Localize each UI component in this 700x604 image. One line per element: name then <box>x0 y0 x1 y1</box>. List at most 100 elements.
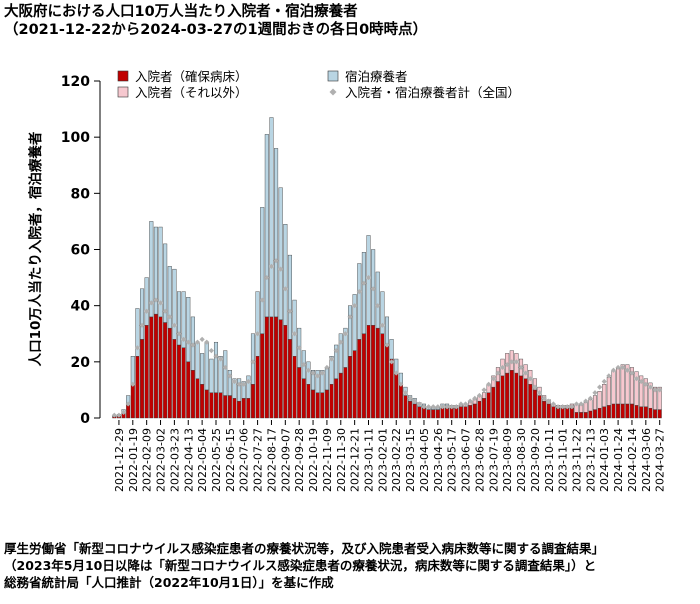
point <box>523 370 529 376</box>
point <box>462 401 469 407</box>
point <box>449 404 455 410</box>
bar-segment <box>227 370 232 396</box>
bar-segment <box>648 407 653 419</box>
bar-segment <box>204 341 209 391</box>
chart-subtitle: （2021-12-22から2024-03-27の1週間おきの各日0時時点） <box>4 20 427 38</box>
point <box>444 404 450 410</box>
bar-segment <box>486 392 491 419</box>
bar-segment <box>384 344 390 419</box>
point <box>365 274 372 281</box>
x-tick-label: 2023-03-15 <box>404 428 417 492</box>
bar-segment <box>246 398 251 419</box>
point <box>222 364 228 371</box>
point <box>176 331 182 337</box>
x-tick-label: 2023-10-11 <box>543 428 556 492</box>
point <box>245 378 251 385</box>
bar-segment <box>602 384 607 407</box>
bar-segment <box>269 117 274 318</box>
bar-segment <box>274 148 279 318</box>
bar-segment <box>537 395 542 419</box>
bar-segment <box>227 395 232 419</box>
bar-segment <box>149 316 154 419</box>
bar-segment <box>620 364 625 405</box>
point <box>620 364 626 371</box>
point <box>425 404 432 410</box>
point <box>657 387 663 393</box>
bar-segment <box>167 327 172 419</box>
x-tick-label: 2023-11-01 <box>557 428 570 492</box>
bar-segment <box>172 268 177 340</box>
bar-segment <box>324 367 329 391</box>
point <box>268 263 275 269</box>
point <box>569 404 575 410</box>
bar-segment <box>218 392 223 419</box>
bar-segment <box>140 339 145 419</box>
x-tick-label: 2024-01-24 <box>612 428 625 492</box>
bar-segment <box>412 403 417 419</box>
x-tick-label: 2022-11-30 <box>335 428 348 492</box>
bar-segment <box>352 294 357 351</box>
bar-segment <box>237 400 242 419</box>
bar-segment <box>181 291 186 348</box>
bar-segment <box>639 375 644 407</box>
x-tick-label: 2023-06-28 <box>473 428 486 492</box>
bar-segment <box>177 344 182 419</box>
point <box>407 395 413 401</box>
point <box>560 404 566 410</box>
bar-segment <box>380 333 385 419</box>
point <box>278 266 284 272</box>
y-tick-label: 40 <box>71 299 91 315</box>
bar-segment <box>153 226 158 315</box>
bar-segment <box>250 333 255 385</box>
point <box>629 370 635 376</box>
point <box>439 404 446 410</box>
point <box>305 367 312 373</box>
bar-segment <box>440 407 445 419</box>
point <box>319 370 325 376</box>
x-tick-label: 2024-03-27 <box>654 428 667 492</box>
point <box>370 286 376 292</box>
legend-label: 宿泊療養者 <box>345 69 408 84</box>
bar-segment <box>639 406 644 419</box>
point <box>167 314 173 320</box>
x-tick-label: 2022-12-21 <box>349 428 362 492</box>
bar-segment <box>204 389 209 419</box>
x-tick-label: 2022-06-15 <box>224 428 237 492</box>
bar-segment <box>532 389 537 419</box>
point <box>490 376 496 382</box>
point <box>227 373 233 379</box>
bar-segment <box>583 412 588 419</box>
bar-segment <box>592 409 597 419</box>
x-tick-label: 2023-04-26 <box>432 428 445 492</box>
y-tick-label: 60 <box>71 243 91 259</box>
bar-segment <box>546 403 551 419</box>
x-tick-label: 2021-12-29 <box>113 428 126 492</box>
bar-segment <box>454 407 459 419</box>
bar-segment <box>181 347 186 419</box>
point <box>416 401 422 407</box>
point <box>527 376 533 382</box>
y-tick-label: 120 <box>61 74 90 90</box>
bar-segment <box>431 409 436 419</box>
bar-segment <box>334 344 339 379</box>
bar-segment <box>135 356 140 419</box>
point <box>296 345 302 351</box>
legend-swatch <box>327 70 339 82</box>
point <box>181 336 187 342</box>
bar-segment <box>237 378 242 402</box>
point <box>213 353 219 359</box>
bar-segment <box>250 384 255 419</box>
bar-segment <box>324 389 329 419</box>
point <box>273 258 279 264</box>
point <box>218 356 224 362</box>
bar-segment <box>551 406 556 419</box>
bar-segment <box>218 356 223 393</box>
point <box>171 322 177 328</box>
bar-segment <box>597 391 602 409</box>
bar-segment <box>643 378 648 407</box>
bar-segment <box>200 353 205 385</box>
bar-segment <box>264 134 269 318</box>
point <box>601 378 607 385</box>
bar-segment <box>357 263 362 340</box>
